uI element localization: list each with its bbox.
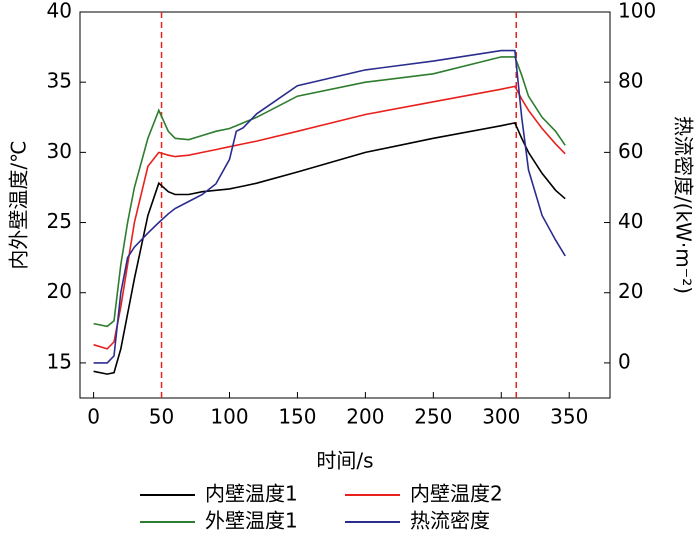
x-tick-label: 100	[210, 405, 248, 429]
plot-frame	[79, 11, 611, 399]
y2-tick-label: 0	[618, 349, 631, 373]
y2-tick-label: 60	[618, 139, 643, 163]
series-line	[93, 56, 566, 328]
y-tick-label: 30	[47, 139, 72, 163]
x-tick-label: 150	[278, 405, 316, 429]
y2-tick-label: 20	[618, 279, 643, 303]
x-tick-label: 0	[87, 405, 100, 429]
x-tick-label: 300	[482, 405, 520, 429]
x-tick-label: 200	[346, 405, 384, 429]
series-line	[93, 49, 566, 364]
x-axis-label: 时间/s	[316, 449, 373, 473]
legend-label: 热流密度	[410, 509, 490, 533]
y2-axis-label: 热流密度/(kW·m⁻²)	[672, 116, 696, 294]
y-tick-label: 25	[47, 209, 72, 233]
series-line	[93, 121, 566, 375]
y-tick-label: 15	[47, 349, 72, 373]
y2-tick-label: 40	[618, 209, 643, 233]
y-tick-label: 20	[47, 279, 72, 303]
y-axis-label: 内外壁温度/℃	[7, 140, 31, 269]
legend-label: 外壁温度1	[205, 509, 298, 533]
y-tick-label: 35	[47, 69, 72, 93]
y-tick-label: 40	[47, 0, 72, 23]
x-tick-label: 50	[149, 405, 174, 429]
legend-label: 内壁温度2	[410, 482, 503, 506]
legend-label: 内壁温度1	[205, 482, 298, 506]
y2-tick-label: 100	[618, 0, 656, 23]
x-tick-label: 250	[414, 405, 452, 429]
y2-tick-label: 80	[618, 69, 643, 93]
x-tick-label: 350	[550, 405, 588, 429]
